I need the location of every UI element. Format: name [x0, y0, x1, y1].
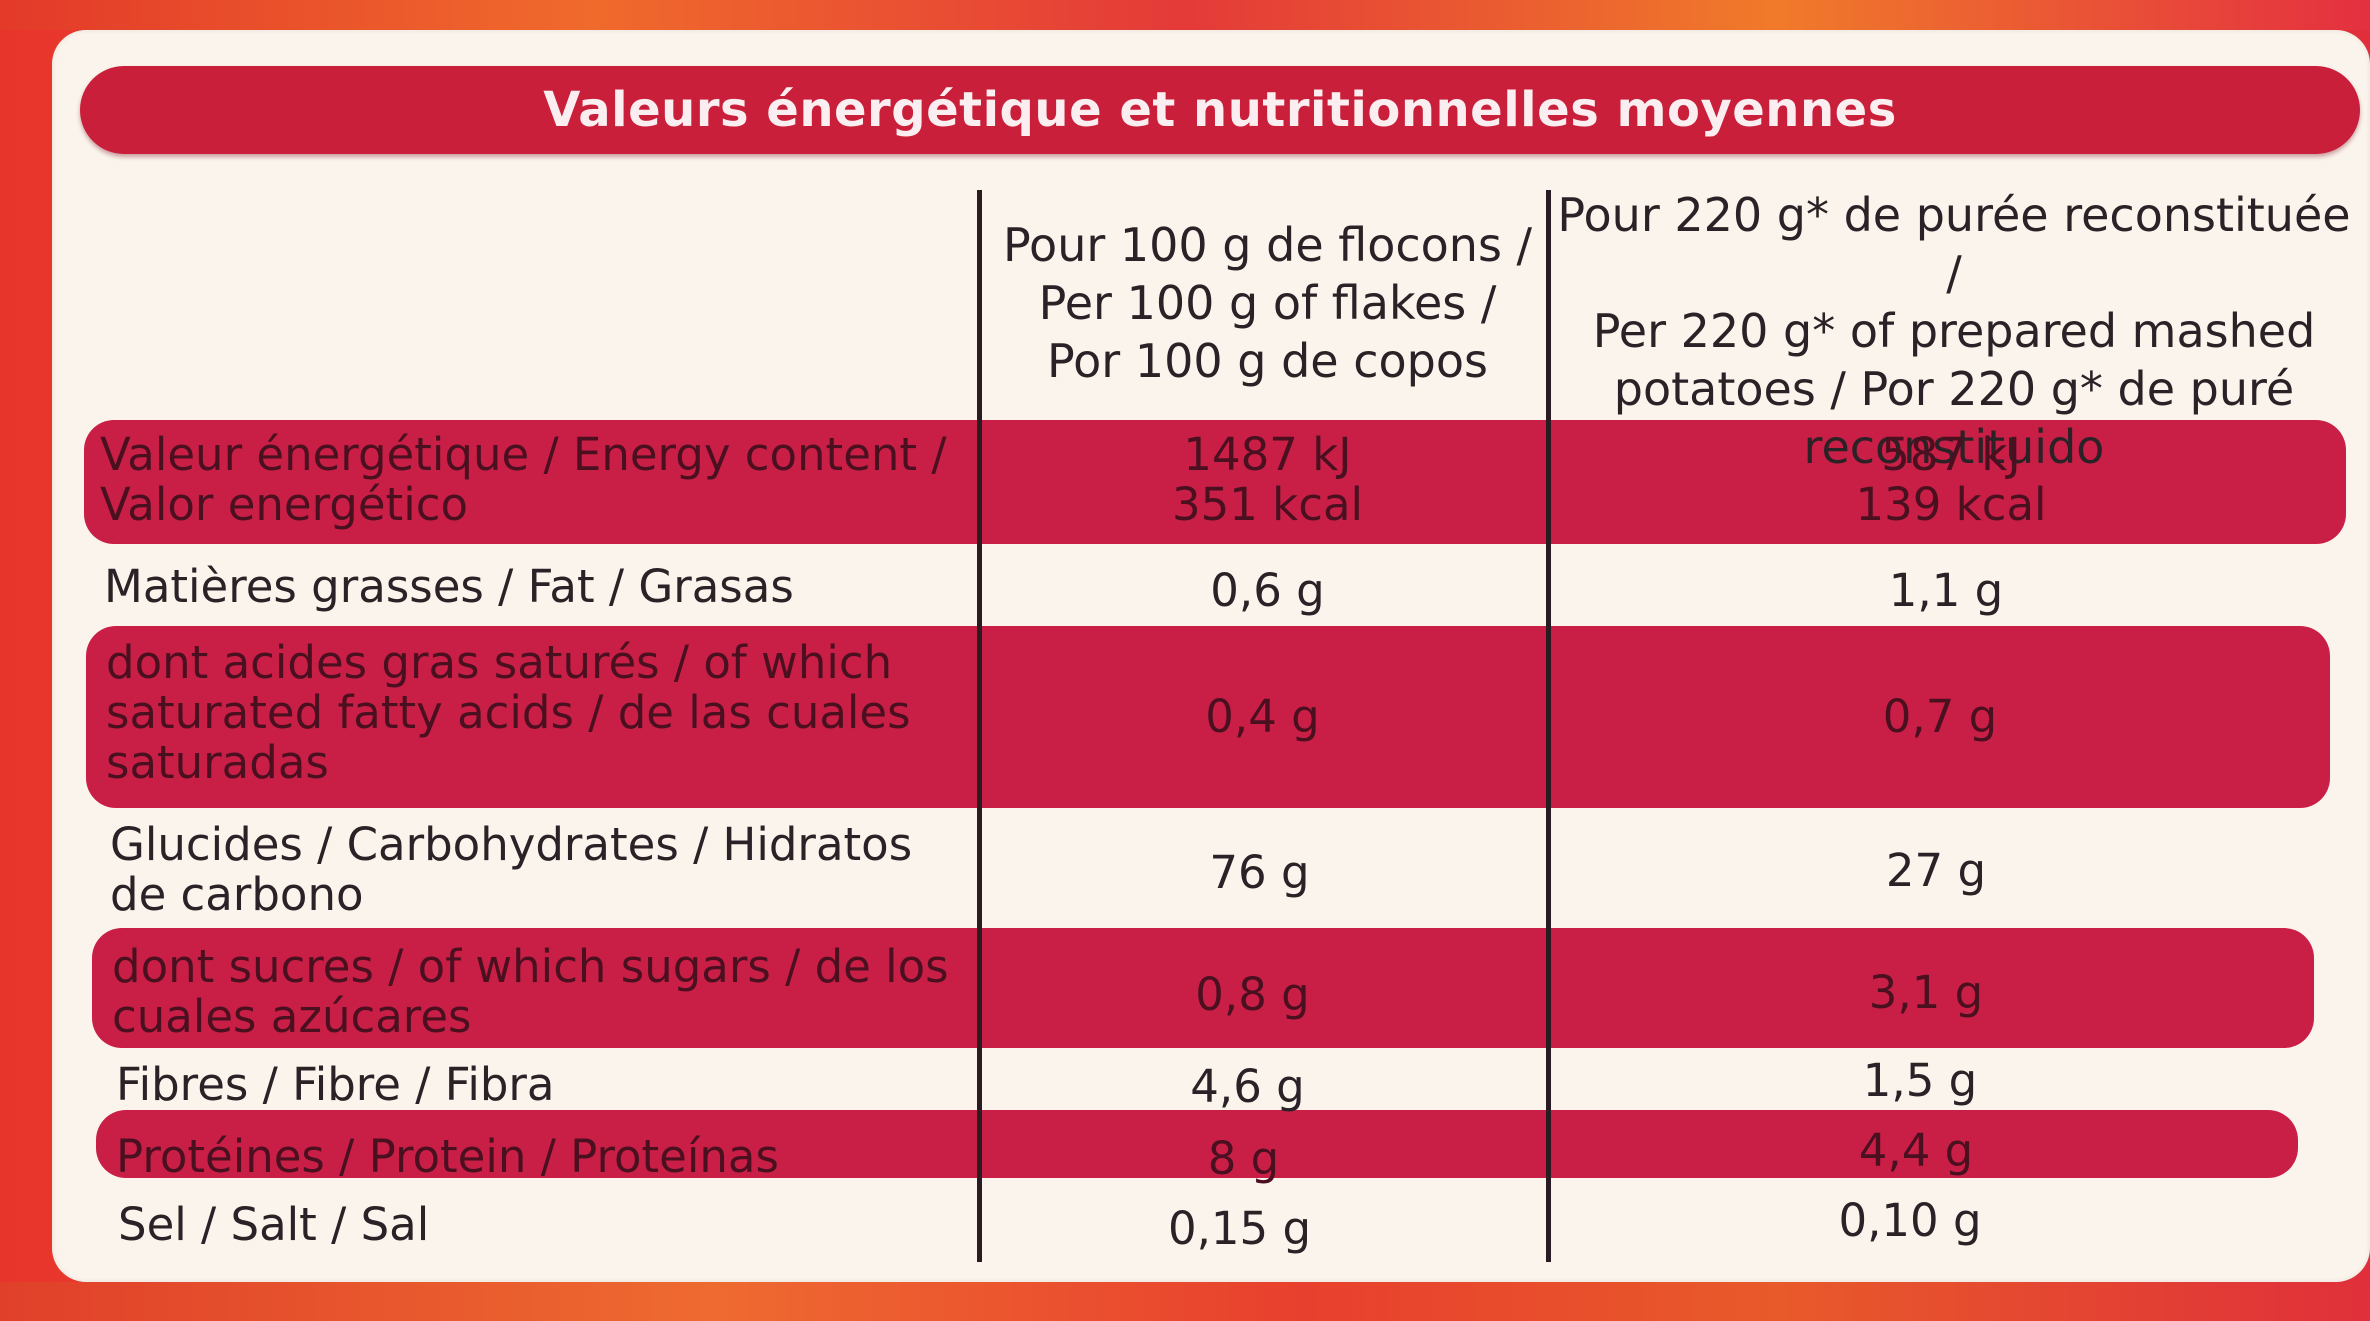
value-line: 1,5 g: [1862, 1054, 1978, 1107]
row-label-sugars: dont sucres / of which sugars / de los c…: [112, 942, 982, 1042]
value-fibre-per-100g: 4,6 g: [970, 1062, 1525, 1112]
column-header-line: potatoes / Por 220 g* de puré: [1613, 362, 2295, 416]
column-header-line: reconstituido: [1803, 420, 2105, 474]
value-protein-per-220g: 4,4 g: [1526, 1126, 2306, 1176]
column-divider-2: [1546, 190, 1551, 1262]
row-label-salt: Sel / Salt / Sal: [118, 1200, 978, 1250]
value-saturated-per-220g: 0,7 g: [1550, 692, 2330, 742]
row-label-fat: Matières grasses / Fat / Grasas: [104, 562, 974, 612]
value-energy-per-220g: 587 kJ 139 kcal: [1556, 430, 2346, 530]
package-bottom-edge: [0, 1282, 2370, 1321]
value-line: 0,6 g: [1210, 564, 1325, 617]
row-band-protein: [96, 1110, 2298, 1178]
value-fibre-per-220g: 1,5 g: [1530, 1056, 2310, 1106]
value-fat-per-220g: 1,1 g: [1556, 566, 2336, 616]
row-label-protein: Protéines / Protein / Proteínas: [116, 1132, 976, 1182]
row-band-sugars: [92, 928, 2314, 1048]
column-header-per-100g: Pour 100 g de flocons / Per 100 g of fla…: [990, 216, 1545, 390]
label-line: Fibres / Fibre / Fibra: [116, 1058, 555, 1111]
value-line: 139 kcal: [1855, 478, 2047, 531]
value-salt-per-100g: 0,15 g: [962, 1204, 1517, 1254]
row-label-energy: Valeur énergétique / Energy content / Va…: [100, 430, 980, 530]
label-line: de carbono: [110, 868, 364, 921]
value-line: 0,7 g: [1882, 690, 1998, 743]
value-carbohydrates-per-100g: 76 g: [982, 848, 1537, 898]
value-line: 1,1 g: [1888, 564, 2004, 617]
column-header-line: Pour 220 g* de purée reconstituée /: [1557, 188, 2351, 300]
value-line: 0,15 g: [1167, 1202, 1312, 1255]
column-header-line: Per 220 g* of prepared mashed: [1592, 304, 2316, 358]
value-line: 8 g: [1207, 1132, 1280, 1185]
label-line: dont sucres / of which sugars / de los: [112, 940, 949, 993]
row-label-saturated: dont acides gras saturés / of which satu…: [106, 638, 976, 788]
label-line: cuales azúcares: [112, 990, 472, 1043]
value-energy-per-100g: 1487 kJ 351 kcal: [990, 430, 1545, 530]
label-line: Protéines / Protein / Proteínas: [116, 1130, 779, 1183]
row-label-fibre: Fibres / Fibre / Fibra: [116, 1060, 976, 1110]
value-salt-per-220g: 0,10 g: [1520, 1196, 2300, 1246]
title-bar: Valeurs énergétique et nutritionnelles m…: [80, 66, 2360, 154]
row-band-saturated: [86, 626, 2330, 808]
value-line: 3,1 g: [1868, 966, 1984, 1019]
value-line: 1487 kJ: [1183, 428, 1352, 481]
value-saturated-per-100g: 0,4 g: [985, 692, 1540, 742]
value-line: 587 kJ: [1881, 428, 2021, 481]
column-header-line: Pour 100 g de flocons /: [1002, 218, 1533, 272]
package-top-edge: [0, 0, 2370, 30]
value-line: 76 g: [1209, 846, 1310, 899]
label-line: saturadas: [106, 736, 329, 789]
value-carbohydrates-per-220g: 27 g: [1546, 846, 2326, 896]
label-line: Matières grasses / Fat / Grasas: [104, 560, 794, 613]
value-line: 0,10 g: [1838, 1194, 1982, 1247]
value-line: 4,6 g: [1190, 1060, 1305, 1113]
value-line: 0,8 g: [1195, 968, 1310, 1021]
label-line: Valor energético: [100, 478, 468, 531]
label-line: Valeur énergétique / Energy content /: [100, 428, 947, 481]
nutrition-title: Valeurs énergétique et nutritionnelles m…: [543, 82, 1897, 138]
label-line: Sel / Salt / Sal: [118, 1198, 430, 1251]
value-fat-per-100g: 0,6 g: [990, 566, 1545, 616]
value-protein-per-100g: 8 g: [966, 1134, 1521, 1184]
value-sugars-per-220g: 3,1 g: [1536, 968, 2316, 1018]
label-line: Glucides / Carbohydrates / Hidratos: [110, 818, 913, 871]
value-line: 4,4 g: [1858, 1124, 1974, 1177]
value-line: 0,4 g: [1205, 690, 1320, 743]
column-header-per-220g: Pour 220 g* de purée reconstituée / Per …: [1556, 186, 2352, 476]
row-band-energy: [84, 420, 2346, 544]
column-header-line: Por 100 g de copos: [1047, 334, 1488, 388]
column-header-line: Per 100 g of flakes /: [1038, 276, 1497, 330]
value-line: 351 kcal: [1171, 478, 1364, 531]
label-line: dont acides gras saturés / of which: [106, 636, 893, 689]
value-sugars-per-100g: 0,8 g: [975, 970, 1530, 1020]
label-line: saturated fatty acids / de las cuales: [106, 686, 911, 739]
row-label-carbohydrates: Glucides / Carbohydrates / Hidratos de c…: [110, 820, 980, 920]
column-divider-1: [977, 190, 982, 1262]
value-line: 27 g: [1885, 844, 1987, 897]
